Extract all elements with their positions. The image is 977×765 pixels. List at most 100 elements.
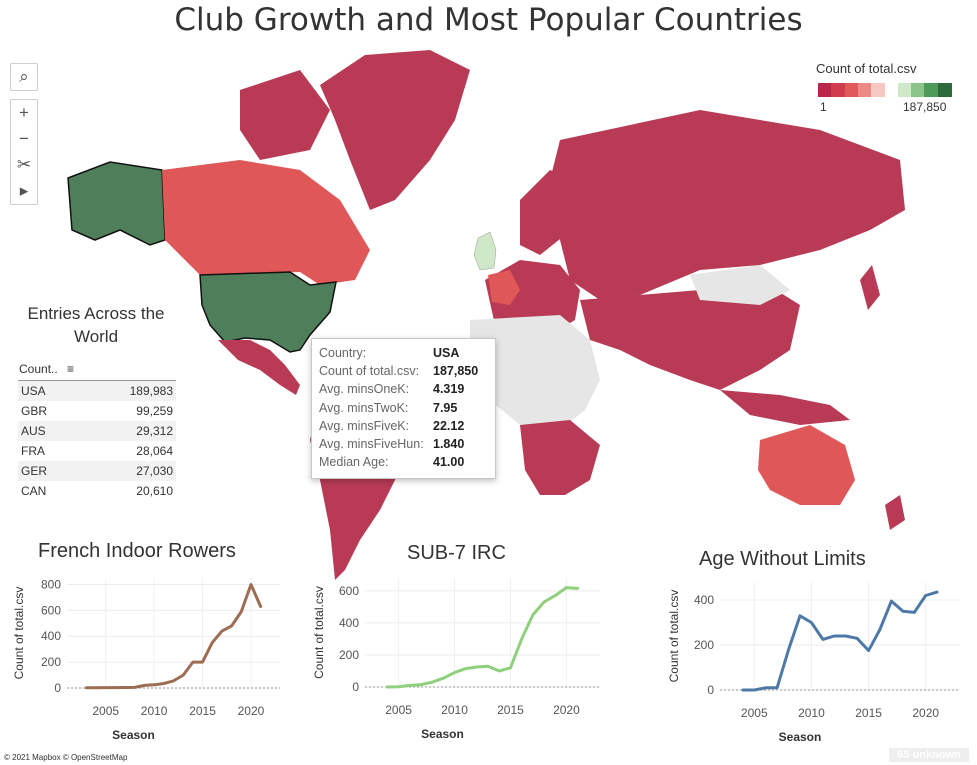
map-search-tool[interactable]: ⌕ bbox=[10, 63, 38, 91]
country-count: 20,610 bbox=[136, 484, 173, 498]
country-count: 99,259 bbox=[136, 404, 173, 418]
country-code: GBR bbox=[21, 404, 48, 418]
tooltip-row: Avg. minsFiveK: 22.12 bbox=[319, 418, 464, 437]
dashboard-title: Club Growth and Most Popular Countries bbox=[174, 2, 803, 38]
japan bbox=[860, 265, 880, 310]
y-tick-label: 400 bbox=[339, 616, 359, 630]
mexico bbox=[218, 340, 300, 395]
legend-swatch bbox=[818, 83, 832, 97]
africa-north bbox=[470, 315, 600, 430]
y-tick-label: 400 bbox=[41, 629, 61, 643]
y-tick-label: 0 bbox=[54, 681, 61, 695]
x-tick-label: 2015 bbox=[189, 704, 216, 718]
y-tick-label: 200 bbox=[41, 655, 61, 669]
africa-south bbox=[520, 420, 600, 495]
chart-title-french: French Indoor Rowers bbox=[38, 540, 236, 562]
table-row[interactable]: FRA 28,064 bbox=[18, 441, 176, 461]
country-count: 28,064 bbox=[136, 444, 173, 458]
unknown-badge[interactable]: 65 unknown bbox=[889, 748, 969, 762]
tooltip-label: Avg. minsFiveHun: bbox=[319, 437, 424, 451]
y-tick-label: 0 bbox=[352, 680, 359, 694]
tooltip-value: 22.12 bbox=[433, 418, 465, 433]
table-row[interactable]: GBR 99,259 bbox=[18, 401, 176, 421]
world-map[interactable]: ⌕ + − ✂ ▸ bbox=[0, 50, 977, 765]
y-tick-label: 0 bbox=[707, 683, 714, 697]
chart-french-rowers[interactable]: 2005 2010 2015 2020 0 200 400 600 800 Season Count… bbox=[5, 570, 290, 745]
pin-icon[interactable]: ✂ bbox=[16, 155, 32, 174]
x-tick-label: 2020 bbox=[912, 706, 939, 720]
france bbox=[488, 270, 520, 305]
china bbox=[690, 265, 790, 305]
table-row[interactable]: CAN 20,610 bbox=[18, 481, 176, 501]
legend-swatch bbox=[871, 83, 886, 97]
y-tick-label: 200 bbox=[694, 638, 714, 652]
legend-min: 1 bbox=[820, 100, 827, 114]
tooltip-value: USA bbox=[433, 346, 460, 360]
legend-swatch bbox=[844, 83, 859, 97]
x-tick-label: 2015 bbox=[855, 706, 882, 720]
tooltip-label: Median Age: bbox=[319, 455, 389, 470]
country-count: 189,983 bbox=[102, 380, 176, 401]
chart-sub7[interactable]: 2005 2010 2015 2020 0 200 400 600 Season Count of… bbox=[305, 570, 605, 745]
search-icon[interactable]: ⌕ bbox=[19, 67, 29, 86]
y-tick-label: 600 bbox=[339, 584, 359, 598]
x-tick-label: 2020 bbox=[238, 704, 265, 718]
legend-swatch bbox=[911, 83, 926, 97]
russia bbox=[545, 110, 905, 300]
legend-swatch bbox=[937, 83, 952, 97]
x-tick-label: 2005 bbox=[741, 706, 768, 720]
country-code: GER bbox=[18, 461, 103, 481]
country-code: USA bbox=[18, 380, 103, 401]
column-header[interactable]: Count.. ≡ bbox=[18, 358, 103, 381]
table-row[interactable]: USA 189,983 bbox=[18, 380, 176, 401]
y-tick-label: 800 bbox=[41, 577, 61, 591]
table-row[interactable]: GER 27,030 bbox=[18, 461, 176, 481]
zoom-out-icon[interactable]: − bbox=[19, 129, 29, 148]
y-tick-label: 400 bbox=[694, 593, 714, 607]
y-tick-label: 600 bbox=[41, 603, 61, 617]
y-axis-label: Count of total.csv bbox=[667, 590, 681, 683]
x-tick-label: 2005 bbox=[92, 704, 119, 718]
x-tick-label: 2020 bbox=[553, 703, 580, 717]
entries-table: Count.. ≡ USA 189,983 GBR 99,259 AUS 29,312 FR… bbox=[18, 358, 176, 501]
country-code: AUS bbox=[18, 421, 103, 441]
tooltip-value: 41.00 bbox=[433, 455, 465, 470]
country-count: 27,030 bbox=[102, 461, 176, 481]
x-tick-label: 2015 bbox=[497, 703, 524, 717]
tooltip-row: Avg. minsOneK: 4.319 bbox=[319, 382, 464, 400]
tooltip-label: Count of total.csv: bbox=[319, 364, 420, 379]
series-line bbox=[385, 586, 580, 689]
tooltip-value: 4.319 bbox=[433, 382, 465, 397]
arctic-islands bbox=[240, 70, 330, 160]
legend-title: Count of total.csv bbox=[816, 61, 917, 76]
y-tick-label: 200 bbox=[339, 648, 359, 662]
tooltip-value: 1.840 bbox=[433, 437, 465, 451]
tooltip-label: Avg. minsFiveK: bbox=[319, 418, 410, 433]
map-zoom-tools[interactable]: + − ✂ ▸ bbox=[10, 99, 38, 205]
zoom-in-icon[interactable]: + bbox=[19, 103, 29, 122]
sort-icon[interactable]: ≡ bbox=[67, 362, 75, 376]
usa bbox=[199, 271, 337, 353]
tooltip-value: 187,850 bbox=[433, 364, 479, 379]
tooltip-label: Avg. minsTwoK: bbox=[319, 400, 409, 415]
new-zealand bbox=[885, 495, 905, 530]
tooltip-row: Avg. minsTwoK: 7.95 bbox=[319, 400, 457, 419]
play-icon[interactable]: ▸ bbox=[19, 181, 29, 200]
x-tick-label: 2010 bbox=[141, 704, 168, 718]
map-canvas[interactable] bbox=[0, 50, 977, 765]
australia bbox=[758, 425, 855, 505]
legend-max: 187,850 bbox=[903, 100, 947, 114]
legend-swatch bbox=[884, 83, 899, 97]
map-credits: © 2021 Mapbox © OpenStreetMap bbox=[4, 753, 128, 762]
table-row[interactable]: AUS 29,312 bbox=[18, 421, 176, 441]
chart-age-without-limits[interactable]: 2005 2010 2015 2020 0 200 400 Season Count of to… bbox=[660, 570, 970, 750]
tooltip-label: Country: bbox=[319, 346, 367, 360]
canada bbox=[162, 160, 370, 285]
x-tick-label: 2010 bbox=[441, 703, 468, 717]
x-axis-label: Season bbox=[779, 730, 822, 744]
x-axis-label: Season bbox=[112, 728, 155, 742]
legend-swatch bbox=[857, 83, 872, 97]
series-line bbox=[84, 583, 263, 690]
tooltip-row: Country: USA bbox=[319, 346, 459, 364]
chart-title-sub7: SUB-7 IRC bbox=[407, 542, 506, 564]
